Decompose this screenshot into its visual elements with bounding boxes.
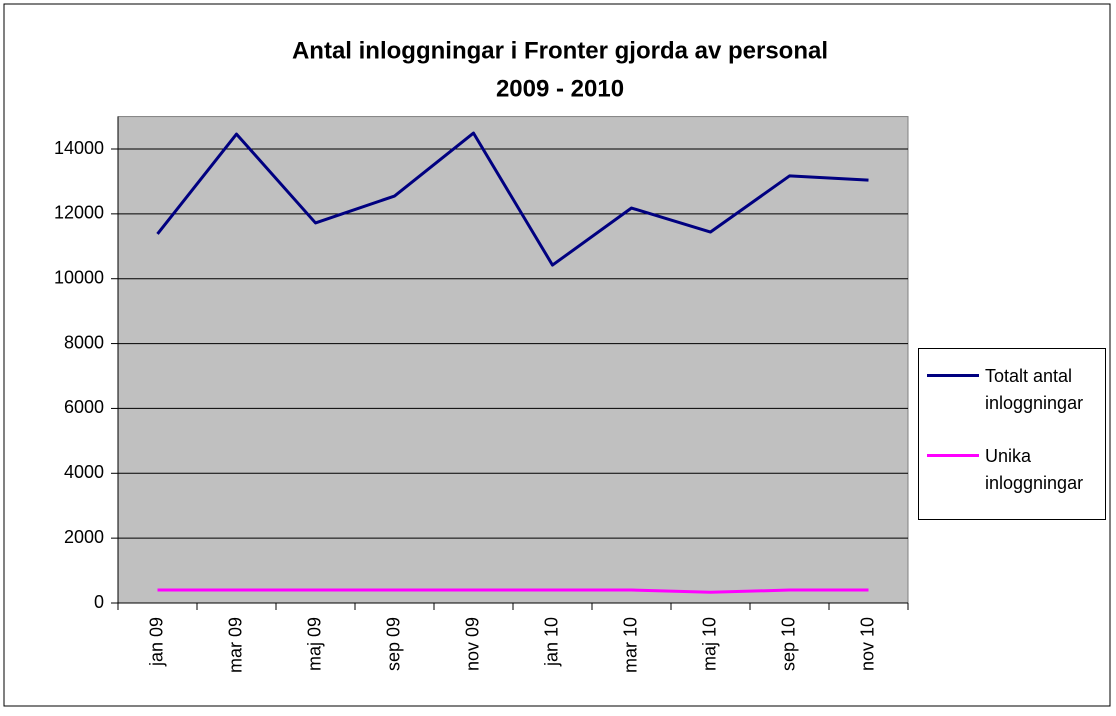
series-line <box>156 131 869 267</box>
legend: Totalt antal inloggningar Unika inloggnin… <box>918 348 1106 520</box>
x-tick-label: mar 09 <box>225 617 245 673</box>
x-tick-label: jan 09 <box>146 617 166 667</box>
chart-title: Antal inloggningar i Fronter gjorda av p… <box>292 37 828 64</box>
plot-area <box>117 116 909 604</box>
x-tick-label: maj 10 <box>699 617 719 671</box>
chart-subtitle: 2009 - 2010 <box>496 75 624 102</box>
legend-swatch <box>927 374 979 377</box>
y-tick-label: 14000 <box>54 138 104 158</box>
y-tick-label: 0 <box>94 592 104 612</box>
x-tick-label: sep 09 <box>383 617 403 671</box>
x-tick-label: nov 09 <box>462 617 482 671</box>
y-tick-label: 4000 <box>64 462 104 482</box>
series-line <box>157 588 869 594</box>
x-tick-label: maj 09 <box>304 617 324 671</box>
x-tick-label: sep 10 <box>778 617 798 671</box>
legend-swatch <box>927 454 979 457</box>
legend-label: Totalt antal inloggningar <box>985 366 1084 413</box>
legend-item: Unika inloggningar <box>927 443 1107 497</box>
x-tick-label: nov 10 <box>857 617 877 671</box>
y-tick-label: 6000 <box>64 397 104 417</box>
x-tick-label: mar 10 <box>620 617 640 673</box>
legend-label: Unika inloggningar <box>985 446 1084 493</box>
x-tick-label: jan 10 <box>541 617 561 667</box>
legend-item: Totalt antal inloggningar <box>927 363 1107 417</box>
y-tick-label: 2000 <box>64 527 104 547</box>
y-tick-label: 8000 <box>64 332 104 352</box>
y-tick-label: 10000 <box>54 267 104 287</box>
y-tick-label: 12000 <box>54 203 104 223</box>
